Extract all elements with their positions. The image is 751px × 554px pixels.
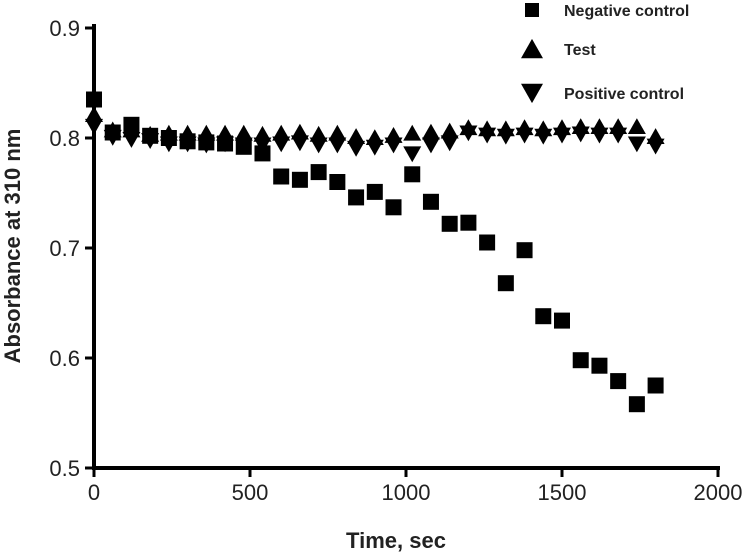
legend-marker bbox=[525, 3, 539, 17]
data-point bbox=[310, 164, 327, 181]
data-point bbox=[179, 133, 196, 150]
data-point bbox=[478, 120, 497, 137]
x-tick-label: 1500 bbox=[538, 480, 587, 505]
x-tick-label: 500 bbox=[232, 480, 269, 505]
data-point bbox=[553, 119, 571, 136]
data-point bbox=[291, 171, 308, 188]
y-tick-label: 0.6 bbox=[49, 346, 80, 371]
data-point bbox=[421, 123, 440, 140]
y-tick-label: 0.9 bbox=[49, 16, 80, 41]
data-point bbox=[609, 118, 628, 135]
data-point bbox=[123, 116, 140, 133]
data-point bbox=[628, 396, 645, 413]
series-test bbox=[85, 106, 665, 146]
data-point bbox=[160, 130, 177, 146]
data-point bbox=[348, 189, 365, 206]
data-point bbox=[572, 352, 589, 369]
data-point bbox=[422, 193, 439, 210]
data-point bbox=[534, 120, 553, 137]
data-point bbox=[441, 215, 458, 232]
data-point bbox=[610, 373, 627, 390]
data-point bbox=[479, 234, 496, 251]
data-point bbox=[647, 377, 664, 394]
data-point bbox=[403, 124, 422, 141]
data-point bbox=[384, 127, 403, 143]
data-point bbox=[328, 124, 347, 141]
legend: Negative control Test Positive control bbox=[521, 3, 689, 104]
data-point bbox=[86, 91, 102, 108]
data-point bbox=[627, 136, 646, 153]
ticks: 0 500 1000 1500 2000 0.5 0.6 0.7 0.8 0.9 bbox=[49, 16, 742, 505]
data-point bbox=[142, 127, 159, 144]
data-point bbox=[440, 135, 459, 152]
data-point bbox=[591, 357, 608, 374]
data-point bbox=[590, 118, 609, 135]
x-tick-label: 0 bbox=[88, 480, 100, 505]
data-point bbox=[496, 120, 515, 137]
data-point bbox=[273, 168, 290, 185]
data-point bbox=[347, 140, 366, 157]
data-point bbox=[85, 118, 103, 135]
data-point bbox=[290, 123, 309, 140]
data-point bbox=[459, 119, 478, 136]
data-point bbox=[385, 199, 402, 216]
data-point bbox=[328, 137, 347, 154]
data-point bbox=[104, 124, 121, 141]
legend-marker bbox=[521, 38, 543, 59]
data-point bbox=[366, 183, 383, 200]
data-point bbox=[365, 129, 384, 146]
data-point bbox=[497, 275, 514, 292]
data-point bbox=[234, 124, 253, 141]
data-point bbox=[272, 124, 291, 141]
data-point bbox=[515, 119, 534, 136]
data-point bbox=[329, 174, 346, 190]
data-point bbox=[253, 125, 272, 142]
y-axis-label: Absorbance at 310 nm bbox=[0, 129, 25, 364]
data-point bbox=[254, 145, 271, 162]
data-point bbox=[646, 128, 665, 144]
legend-label: Negative control bbox=[564, 3, 689, 20]
y-tick-label: 0.5 bbox=[49, 456, 80, 481]
data-point bbox=[403, 146, 422, 163]
data-points bbox=[85, 91, 665, 413]
series-negative-control bbox=[86, 91, 664, 413]
data-point bbox=[347, 128, 366, 144]
y-tick-label: 0.7 bbox=[49, 236, 80, 261]
data-point bbox=[404, 166, 421, 183]
x-axis-label: Time, sec bbox=[346, 528, 446, 553]
data-point bbox=[460, 214, 477, 231]
data-point bbox=[571, 118, 590, 135]
data-point bbox=[217, 135, 234, 152]
x-tick-label: 2000 bbox=[694, 480, 743, 505]
data-point bbox=[198, 134, 215, 151]
data-point bbox=[535, 308, 552, 325]
data-point bbox=[516, 242, 533, 259]
data-point bbox=[627, 118, 646, 135]
data-point bbox=[235, 138, 252, 155]
x-tick-label: 1000 bbox=[382, 480, 431, 505]
legend-label: Positive control bbox=[564, 86, 684, 103]
y-tick-label: 0.8 bbox=[49, 126, 80, 151]
data-point bbox=[554, 312, 570, 329]
data-point bbox=[421, 137, 440, 154]
data-point bbox=[440, 122, 459, 139]
legend-marker bbox=[521, 83, 543, 104]
data-point bbox=[85, 106, 103, 122]
data-point bbox=[309, 125, 328, 142]
legend-label: Test bbox=[564, 42, 596, 59]
